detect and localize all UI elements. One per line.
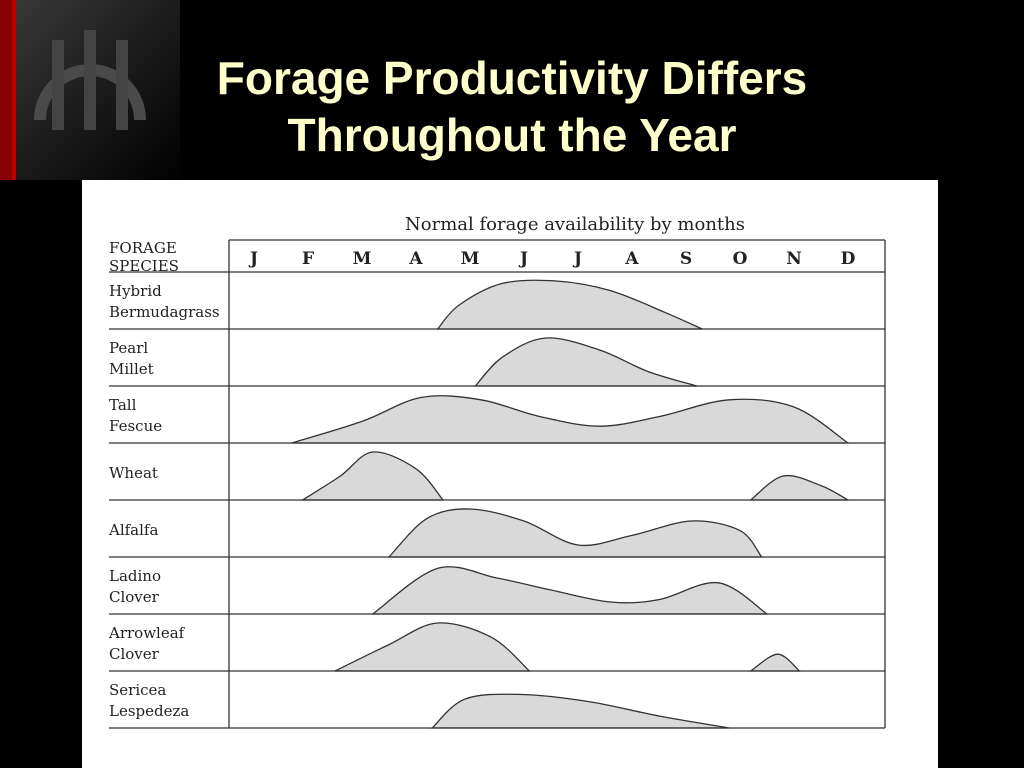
- availability-curve: [430, 693, 730, 729]
- species-label-line-2: Bermudagrass: [109, 303, 220, 321]
- month-label: S: [680, 249, 692, 269]
- month-label: O: [733, 249, 748, 269]
- month-label: D: [841, 249, 856, 269]
- species-label-line-1: Sericea: [109, 681, 166, 699]
- species-label-line-2: Fescue: [109, 417, 162, 435]
- month-label: J: [572, 249, 582, 269]
- availability-curve: [300, 451, 445, 501]
- availability-curve: [748, 474, 849, 501]
- month-label: J: [248, 249, 258, 269]
- species-label-line-1: Ladino: [109, 567, 161, 585]
- month-label: F: [302, 249, 314, 269]
- columns-arch-logo: [0, 0, 180, 180]
- forage-availability-chart: Normal forage availability by months FOR…: [82, 180, 938, 768]
- month-label: M: [461, 249, 480, 269]
- slide-title: Forage Productivity Differs Throughout t…: [0, 50, 1024, 164]
- species-label-line-1: Tall: [109, 396, 137, 414]
- species-label-line-2: Clover: [109, 588, 160, 606]
- availability-curve: [748, 653, 802, 672]
- species-header-label: SPECIES: [109, 257, 179, 275]
- month-label: J: [518, 249, 528, 269]
- species-label-line-1: Alfalfa: [108, 521, 158, 539]
- month-label: N: [786, 249, 802, 269]
- species-label-line-2: Lespedeza: [109, 702, 189, 720]
- species-label-line-1: Pearl: [109, 339, 148, 357]
- availability-curve: [370, 566, 770, 615]
- species-label-line-2: Clover: [109, 645, 160, 663]
- species-label-line-1: Hybrid: [109, 282, 162, 300]
- species-label-line-2: Millet: [109, 360, 154, 378]
- availability-curve: [473, 337, 697, 387]
- availability-curve: [436, 279, 703, 330]
- availability-curve: [387, 508, 763, 558]
- species-label-line-1: Wheat: [109, 464, 158, 482]
- month-label: M: [353, 249, 372, 269]
- forage-header-label: FORAGE: [109, 239, 177, 257]
- month-label: A: [624, 249, 639, 269]
- availability-curve: [334, 622, 532, 672]
- chart-svg: Normal forage availability by months FOR…: [108, 214, 886, 729]
- chart-title: Normal forage availability by months: [405, 214, 745, 235]
- availability-curve: [291, 395, 851, 444]
- month-label: A: [408, 249, 423, 269]
- slide-title-line-1: Forage Productivity Differs: [216, 52, 808, 104]
- slide-title-line-2: Throughout the Year: [287, 109, 737, 161]
- species-label-line-1: Arrowleaf: [108, 624, 186, 642]
